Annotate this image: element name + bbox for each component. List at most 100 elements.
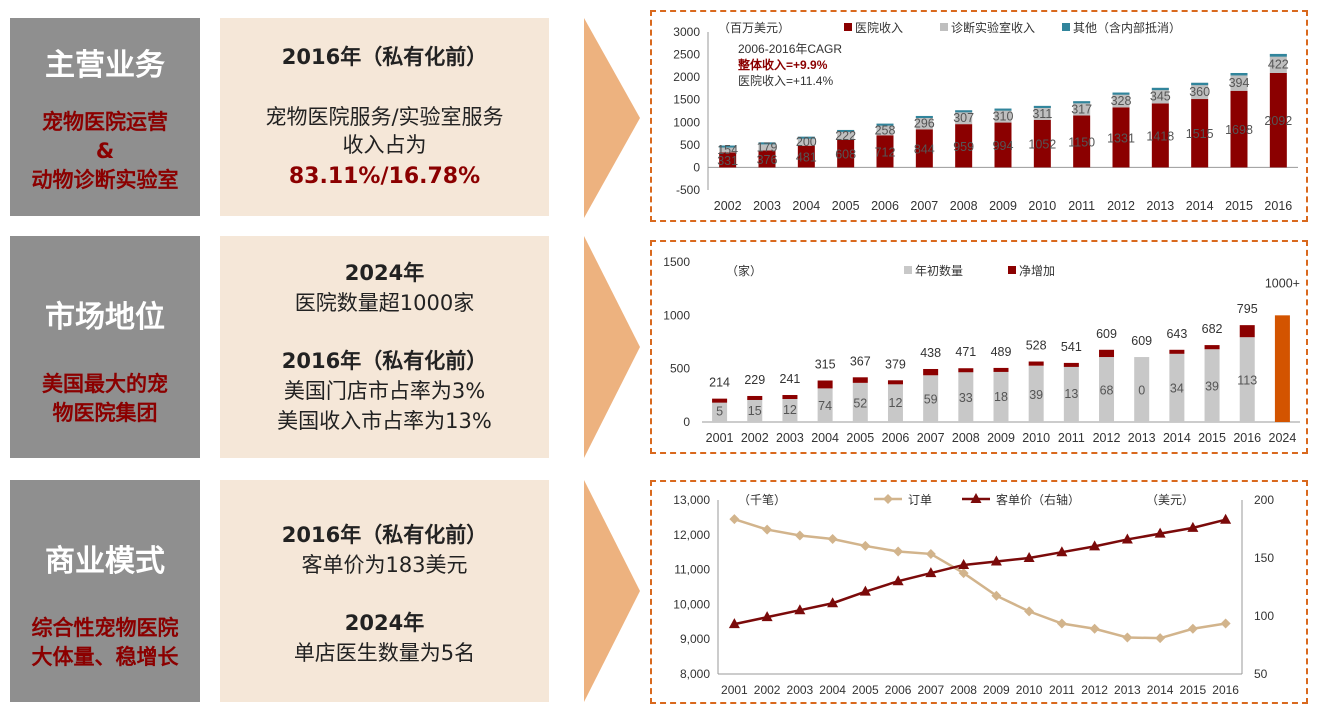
label-lab: 422	[1268, 57, 1289, 71]
legend-label: 诊断实验室收入	[951, 20, 1035, 35]
bar-net-increase	[923, 368, 939, 376]
label-net-increase: 39	[1205, 380, 1219, 394]
bar-start-count	[712, 399, 728, 422]
revenue-chart-box: -500 0 500 1000 1500 2000 2500 3000 2002 331 154 20…	[650, 10, 1308, 222]
x-tick-label: 2007	[917, 431, 945, 445]
bar-lab	[1112, 92, 1130, 108]
x-tick-label: 2003	[787, 683, 814, 697]
label-hospital: 376	[757, 153, 778, 167]
y-tick-label: -500	[676, 183, 700, 197]
bar-net-increase	[782, 395, 798, 400]
bar-net-increase	[747, 395, 763, 400]
point-avg-ticket	[1220, 513, 1232, 524]
hospital-count-chart-box: 0 500 1000 1500 2001 214 5 2002 229 15 2003 241 12 20…	[650, 240, 1308, 454]
point-avg-ticket	[761, 611, 773, 622]
bar-lab	[1033, 105, 1051, 120]
row2-category-box: 市场地位 美国最大的宠 物医院集团	[10, 236, 200, 458]
label-start-count: 682	[1202, 322, 1223, 336]
point-orders	[794, 530, 805, 541]
row2-detail-3: 2016年（私有化前）	[281, 349, 488, 373]
label-start-count: 438	[920, 346, 941, 360]
x-tick-label: 2006	[882, 431, 910, 445]
legend-marker	[883, 494, 893, 504]
label-start-count: 241	[780, 372, 801, 386]
bar-other	[837, 129, 855, 132]
x-tick-label: 2010	[1022, 431, 1050, 445]
bar-net-increase	[817, 380, 833, 389]
label-hospital: 1331	[1107, 131, 1135, 145]
label-hospital: 994	[993, 139, 1014, 153]
bar-hospital	[1033, 119, 1051, 168]
bar-hospital	[955, 124, 973, 168]
y-left-tick-label: 11,000	[674, 563, 710, 577]
bar-net-increase	[958, 368, 974, 373]
y-right-tick-label: 150	[1254, 551, 1274, 565]
bar-lab	[1269, 53, 1287, 73]
y-tick-label: 3000	[673, 25, 700, 39]
y-left-tick-label: 12,000	[673, 528, 710, 542]
y-tick-label: 1000	[673, 115, 700, 129]
bar-start-count	[1239, 337, 1255, 422]
point-avg-ticket	[1056, 546, 1068, 557]
point-orders	[1089, 623, 1100, 634]
bar-hospital	[719, 152, 737, 168]
x-tick-label: 2002	[754, 683, 781, 697]
label-net-increase: 15	[748, 404, 762, 418]
orders-chart-box: 8,000 9,000 10,000 11,000 12,000 13,000 50 100 1…	[650, 480, 1308, 704]
label-lab: 258	[875, 123, 896, 137]
row2-detail-4: 美国门店市占率为3%	[283, 379, 486, 403]
x-tick-label: 2008	[952, 431, 980, 445]
x-tick-label: 2016	[1212, 683, 1239, 697]
bar-other	[1112, 92, 1130, 95]
row2-sub-1: 美国最大的宠	[42, 372, 168, 396]
bar-lab	[1073, 101, 1091, 116]
annotation-line: 整体收入=+9.9%	[737, 57, 828, 72]
y-tick-label: 1500	[663, 255, 690, 269]
row1-category-box: 主营业务 宠物医院运营 & 动物诊断实验室	[10, 18, 200, 216]
x-tick-label: 2012	[1081, 683, 1108, 697]
y-tick-label: 500	[670, 362, 690, 376]
bar-lab	[719, 145, 737, 153]
label-start-count: 795	[1237, 302, 1258, 316]
row1-sub-3: 动物诊断实验室	[31, 168, 179, 192]
x-tick-label: 2011	[1068, 199, 1095, 213]
row2-arrow	[584, 236, 640, 458]
legend-swatch	[904, 266, 912, 274]
bar-hospital	[1191, 99, 1209, 168]
x-tick-label: 2005	[832, 199, 860, 213]
point-avg-ticket	[1023, 552, 1035, 562]
bar-hospital	[915, 129, 933, 168]
x-tick-label: 2001	[721, 683, 748, 697]
label-net-increase: 74	[818, 399, 832, 413]
y-tick-label: 500	[680, 138, 700, 152]
x-tick-label: 2010	[1016, 683, 1043, 697]
x-tick-label: 2015	[1180, 683, 1207, 697]
bar-other	[719, 145, 737, 148]
point-orders	[827, 533, 838, 544]
label-hospital: 1418	[1146, 129, 1174, 143]
y-tick-label: 2000	[673, 70, 700, 84]
point-orders	[1024, 606, 1035, 617]
bar-hospital	[797, 145, 815, 168]
x-tick-label: 2024	[1269, 431, 1297, 445]
label-start-count: 489	[991, 345, 1012, 359]
point-orders	[925, 548, 936, 559]
bar-net-increase	[1028, 361, 1044, 366]
x-tick-label: 2013	[1146, 199, 1174, 213]
label-start-count: 229	[744, 373, 765, 387]
bar-lab	[876, 123, 894, 136]
bar-other	[1191, 82, 1209, 86]
bar-2024	[1274, 315, 1290, 422]
x-tick-label: 2014	[1163, 431, 1191, 445]
x-tick-label: 2004	[792, 199, 820, 213]
x-tick-label: 2006	[871, 199, 899, 213]
y-tick-label: 1500	[673, 93, 700, 107]
label-net-increase: 13	[1064, 387, 1078, 401]
x-tick-label: 2010	[1028, 199, 1056, 213]
legend-swatch	[1008, 266, 1016, 274]
point-avg-ticket	[827, 597, 839, 608]
row3-category-box: 商业模式 综合性宠物医院 大体量、稳增长	[10, 480, 200, 702]
x-tick-label: 2003	[753, 199, 781, 213]
x-tick-label: 2008	[950, 199, 978, 213]
